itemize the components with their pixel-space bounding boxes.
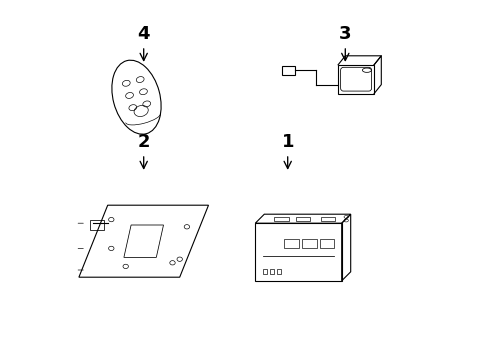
- Bar: [337, 65, 373, 94]
- Bar: [320, 217, 335, 221]
- Bar: [262, 269, 266, 274]
- Text: 1: 1: [281, 133, 293, 168]
- Bar: [89, 220, 104, 230]
- Bar: [295, 217, 309, 221]
- Text: 4: 4: [137, 25, 150, 60]
- Bar: [302, 239, 316, 248]
- Bar: [276, 269, 281, 274]
- Bar: [269, 269, 273, 274]
- Text: 3: 3: [338, 25, 351, 60]
- Bar: [284, 239, 298, 248]
- Bar: [282, 66, 294, 75]
- Bar: [320, 239, 334, 248]
- Bar: [274, 217, 288, 221]
- Text: 2: 2: [137, 133, 150, 168]
